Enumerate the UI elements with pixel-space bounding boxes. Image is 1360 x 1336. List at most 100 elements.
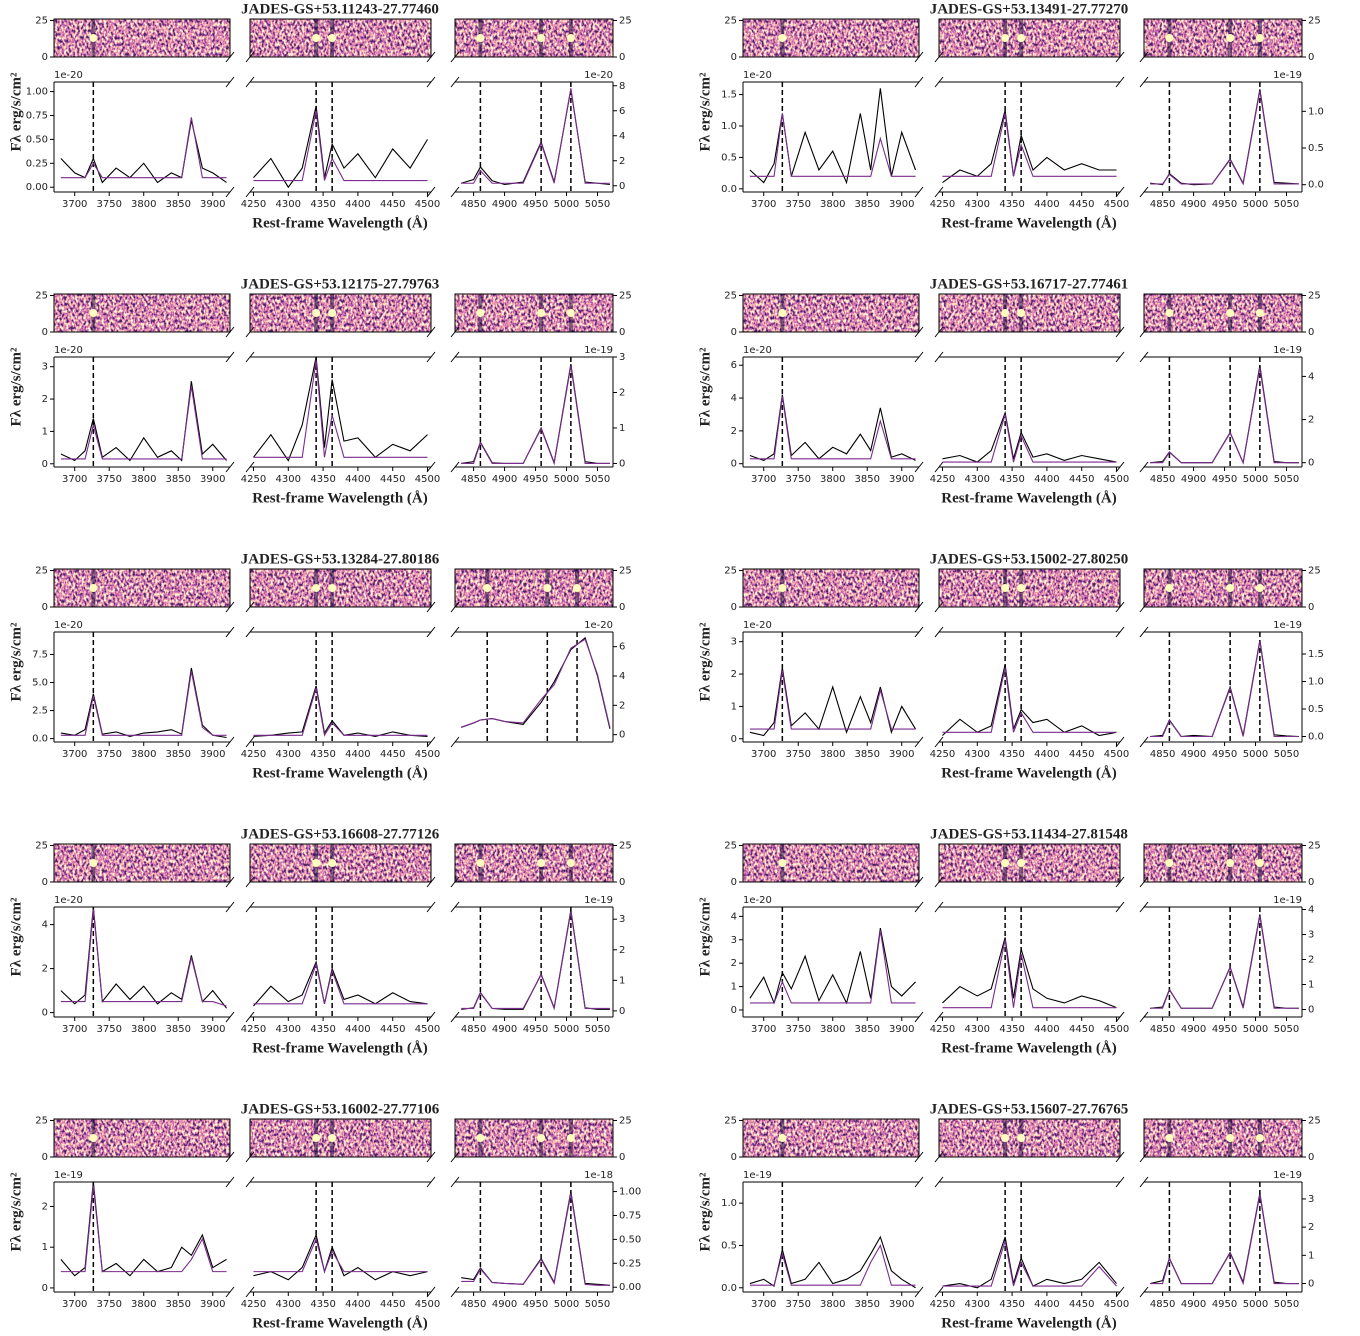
image-frame [53, 568, 231, 608]
spectrum-2d [939, 19, 1120, 57]
axis-break [225, 1011, 235, 1023]
x-tick-label: 4400 [1034, 749, 1059, 760]
panel-title: JADES-GS+53.15002-27.80250 [930, 551, 1129, 567]
image-tick-label: 0 [731, 52, 737, 63]
y-offset-label: 1e-20 [54, 70, 83, 81]
x-tick-label: 4500 [1104, 1299, 1129, 1310]
axis-break [914, 626, 924, 638]
axis-break [245, 901, 255, 913]
y-tick-label: 0.0 [1308, 732, 1324, 743]
y-tick-label: 0.50 [619, 1234, 641, 1245]
x-tick-label: 3900 [889, 749, 914, 760]
model-line [461, 911, 610, 1011]
x-tick-label: 4350 [999, 474, 1024, 485]
x-tick-label: 4850 [1150, 1299, 1175, 1310]
y-tick-label: 6 [619, 106, 625, 117]
x-tick-label: 3900 [200, 199, 225, 210]
emission-spot [1001, 584, 1010, 592]
spectrum-line [461, 909, 610, 1010]
panel-title: JADES-GS+53.16002-27.77106 [241, 1101, 440, 1117]
x-tick-label: 5000 [1243, 1299, 1268, 1310]
model-line [942, 1241, 1117, 1287]
axis-break [450, 1011, 460, 1023]
emission-spot [1001, 309, 1010, 317]
x-tick-label: 4400 [1034, 1299, 1059, 1310]
x-tick-label: 4900 [1181, 1024, 1206, 1035]
y-tick-label: 0.75 [619, 1210, 641, 1221]
spectrum-line [1150, 365, 1299, 465]
x-tick-label: 4500 [415, 749, 440, 760]
y-axis-label: Fλ erg/s/cm² [8, 897, 24, 976]
x-tick-label: 3900 [889, 474, 914, 485]
emission-spot [328, 1134, 337, 1142]
image-frame [454, 293, 614, 333]
image-frame [742, 1118, 920, 1158]
model-line [253, 687, 428, 737]
panel-title: JADES-GS+53.12175-27.79763 [241, 276, 440, 292]
axis-break [914, 601, 924, 613]
x-tick-label: 5050 [1274, 199, 1299, 210]
axis-break [450, 351, 460, 363]
y-axis-label: Fλ erg/s/cm² [8, 1172, 24, 1251]
image-frame [53, 843, 231, 883]
y-tick-label: 0.0 [721, 184, 737, 195]
y-tick-label: 2.5 [32, 706, 48, 717]
emission-spot [1255, 859, 1264, 867]
x-tick-label: 3750 [785, 749, 810, 760]
x-tick-label: 3750 [785, 1024, 810, 1035]
panel-title: JADES-GS+53.13491-27.77270 [930, 1, 1129, 17]
x-tick-label: 4300 [276, 199, 301, 210]
emission-spot [1017, 859, 1026, 867]
y-tick-label: 0.00 [26, 182, 48, 193]
spectrum-line [253, 960, 428, 1007]
x-tick-label: 3900 [200, 749, 225, 760]
axis-break [934, 326, 944, 338]
model-line [942, 414, 1117, 463]
x-tick-label: 3800 [131, 1299, 156, 1310]
y-axis-label: Fλ erg/s/cm² [697, 1172, 713, 1251]
axis-break [450, 51, 460, 63]
x-tick-label: 4450 [380, 474, 405, 485]
spectrum-line [461, 636, 611, 729]
image-frame [1143, 568, 1303, 608]
x-tick-label: 3800 [820, 749, 845, 760]
y-tick-label: 3 [1308, 1194, 1314, 1205]
spectrum-line [1150, 640, 1299, 738]
axis-break [225, 1176, 235, 1188]
image-tick-label: 0 [42, 877, 48, 888]
x-tick-label: 5000 [1243, 749, 1268, 760]
spectrum-line [60, 381, 227, 462]
model-line [60, 909, 227, 1007]
image-tick-label: 0 [619, 602, 625, 613]
emission-spot [778, 584, 787, 592]
axis-break [450, 601, 460, 613]
axis-break [1115, 76, 1125, 88]
image-tick-label: 0 [1308, 1152, 1314, 1163]
image-tick-label: 25 [724, 565, 737, 576]
axis-break [1139, 326, 1149, 338]
emission-spot [537, 309, 546, 317]
x-tick-label: 4900 [1181, 1299, 1206, 1310]
image-frame [53, 18, 231, 58]
x-tick-label: 3800 [131, 749, 156, 760]
y-offset-label: 1e-19 [1273, 620, 1302, 631]
image-tick-label: 25 [724, 840, 737, 851]
image-tick-label: 0 [731, 877, 737, 888]
emission-spot [1165, 1134, 1174, 1142]
axis-break [1139, 76, 1149, 88]
image-tick-label: 0 [619, 1152, 625, 1163]
x-tick-label: 3750 [96, 474, 121, 485]
emission-spot [1001, 34, 1010, 42]
x-tick-label: 3700 [751, 474, 776, 485]
x-tick-label: 4400 [1034, 474, 1059, 485]
axis-break [245, 601, 255, 613]
axis-break [914, 351, 924, 363]
model-line [749, 113, 916, 177]
image-frame [938, 293, 1121, 333]
y-tick-label: 1.00 [619, 1187, 641, 1198]
x-tick-label: 4400 [345, 199, 370, 210]
emission-spot [328, 309, 337, 317]
y-tick-label: 0 [731, 1005, 737, 1016]
x-tick-label: 4250 [241, 199, 266, 210]
